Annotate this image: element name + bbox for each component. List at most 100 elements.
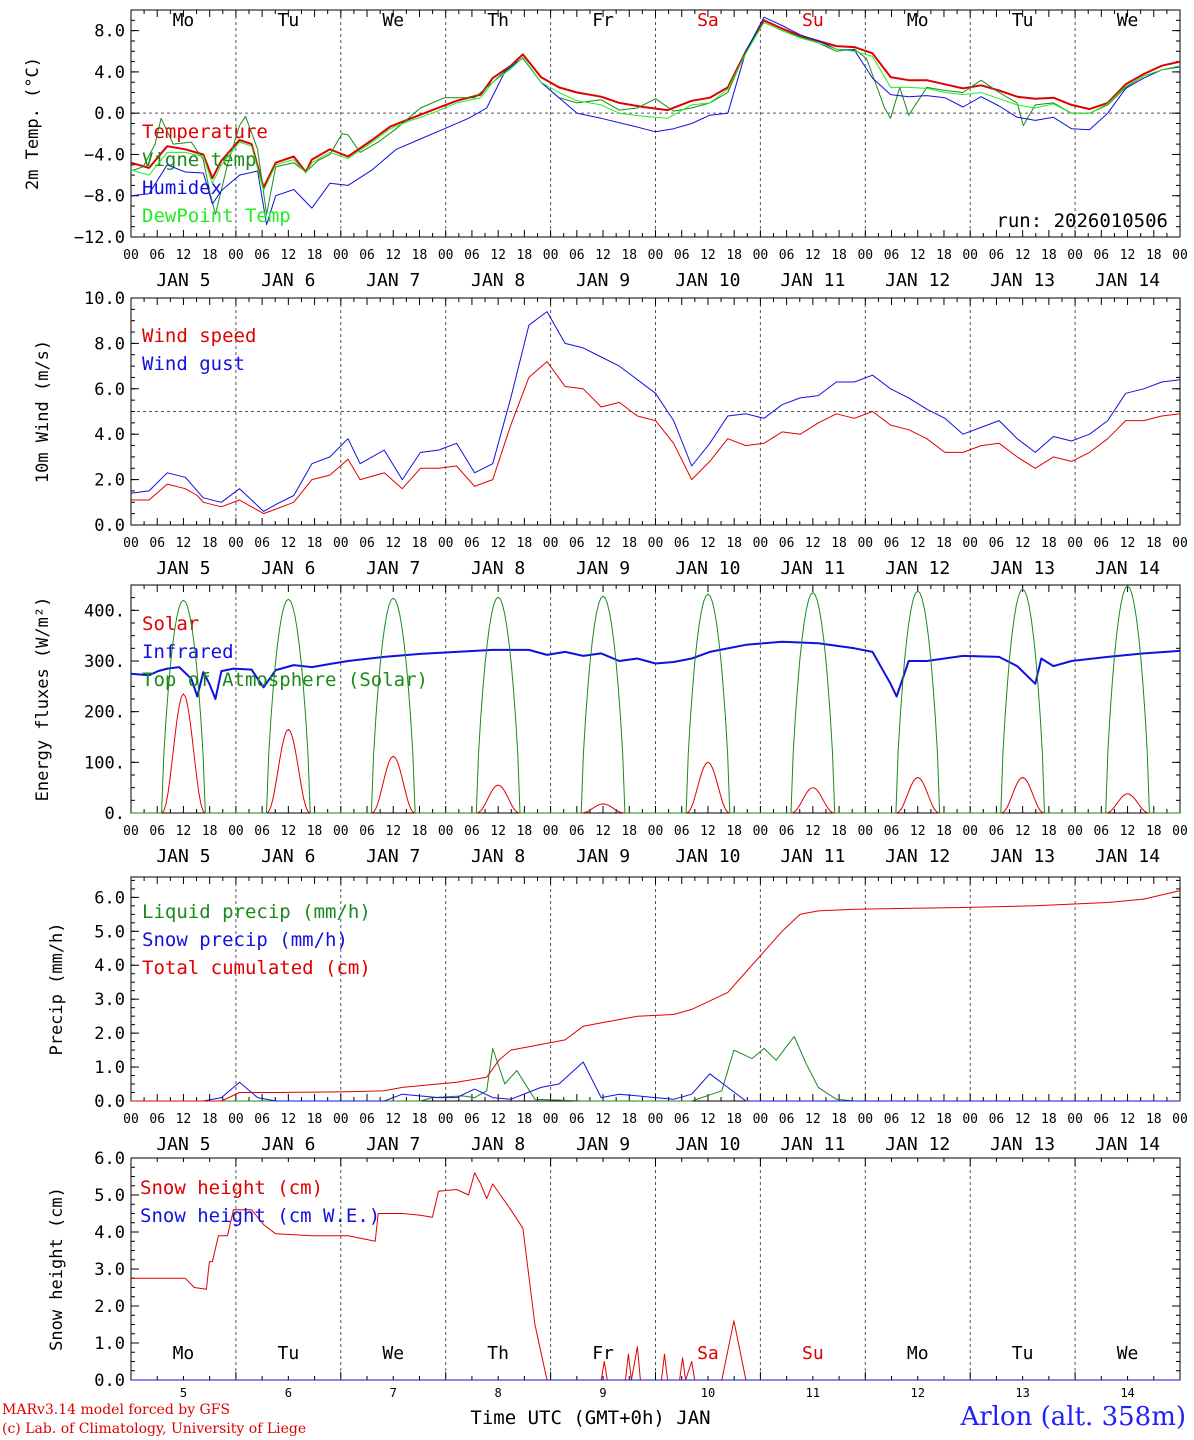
x-date-label: JAN 10 — [675, 270, 740, 291]
series-line-wind-gust — [130, 311, 1181, 512]
x-hour-label: 06 — [989, 1112, 1005, 1127]
day-of-week-label: Tu — [278, 10, 300, 31]
y-tick-label: 6.0 — [94, 380, 125, 400]
x-hour-label: 12 — [176, 824, 192, 839]
day-of-week-label: We — [382, 10, 404, 31]
x-date-label: JAN 6 — [261, 846, 315, 867]
x-hour-label: 18 — [1041, 536, 1057, 551]
y-tick-label: 0.0 — [94, 1371, 125, 1391]
x-hour-label: 06 — [254, 536, 270, 551]
y-tick-label: 2.0 — [94, 1297, 125, 1317]
x-hour-label: 12 — [176, 1112, 192, 1127]
x-hour-label: 00 — [648, 824, 664, 839]
x-hour-label: 06 — [464, 1112, 480, 1127]
x-hour-label: 18 — [726, 536, 742, 551]
x-hour-label: 18 — [621, 824, 637, 839]
x-hour-label: 18 — [831, 824, 847, 839]
x-date-label: JAN 11 — [780, 270, 845, 291]
x-hour-label: 18 — [1146, 1112, 1162, 1127]
day-of-week-label: Tu — [1012, 1343, 1034, 1364]
x-hour-label: 12 — [385, 1112, 401, 1127]
y-tick-label: 4.0 — [94, 1223, 125, 1243]
day-of-week-label: Mo — [173, 10, 195, 31]
y-tick-label: 6.0 — [94, 888, 125, 908]
x-hour-label: 18 — [621, 536, 637, 551]
x-hour-label: 12 — [1120, 824, 1136, 839]
y-tick-label: 1.0 — [94, 1058, 125, 1078]
x-hour-label: 18 — [1146, 824, 1162, 839]
x-hour-label: 00 — [962, 824, 978, 839]
day-of-week-label: Sa — [697, 10, 719, 31]
x-hour-label: 00 — [1172, 536, 1188, 551]
x-date-label: JAN 6 — [261, 1134, 315, 1155]
x-hour-label: 12 — [910, 248, 926, 263]
x-hour-label: 00 — [857, 1112, 873, 1127]
x-hour-label: 12 — [805, 1112, 821, 1127]
x-hour-label: 18 — [831, 248, 847, 263]
x-hour-label: 18 — [726, 824, 742, 839]
legend-entry: Total cumulated (cm) — [142, 957, 371, 979]
y-axis-title: Energy fluxes (W/m²) — [33, 597, 53, 802]
x-hour-label: 18 — [1041, 248, 1057, 263]
x-hour-label: 18 — [936, 824, 952, 839]
x-date-label: JAN 8 — [471, 270, 525, 291]
x-hour-label: 06 — [674, 1112, 690, 1127]
x-hour-label: 12 — [805, 248, 821, 263]
x-hour-label: 00 — [648, 248, 664, 263]
y-tick-label: 400. — [84, 601, 125, 621]
y-axis-title: Snow height (cm) — [47, 1187, 67, 1351]
x-hour-label: 06 — [779, 1112, 795, 1127]
x-hour-label: 18 — [517, 824, 533, 839]
x-hour-label: 00 — [123, 1112, 139, 1127]
x-hour-label: 12 — [281, 248, 297, 263]
x-hour-label: 00 — [1172, 824, 1188, 839]
x-hour-label: 12 — [281, 536, 297, 551]
x-hour-label: 06 — [149, 536, 165, 551]
day-of-week-label: Tu — [1012, 10, 1034, 31]
y-tick-label: 4.0 — [94, 425, 125, 445]
x-hour-label: 12 — [176, 536, 192, 551]
x-hour-label: 06 — [1093, 536, 1109, 551]
legend-entry: Wind gust — [142, 353, 245, 375]
y-tick-label: −12.0 — [74, 228, 125, 248]
x-hour-label: 12 — [805, 536, 821, 551]
x-date-label: JAN 10 — [675, 846, 740, 867]
x-hour-label: 06 — [569, 1112, 585, 1127]
x-hour-label: 18 — [1146, 248, 1162, 263]
x-hour-label: 00 — [1172, 1112, 1188, 1127]
x-hour-label: 06 — [359, 824, 375, 839]
y-tick-label: −4.0 — [84, 145, 125, 165]
x-hour-label: 00 — [543, 824, 559, 839]
day-of-week-label: Fr — [592, 1343, 614, 1364]
x-hour-label: 00 — [333, 1112, 349, 1127]
y-axis-title: 2m Temp. (°C) — [23, 57, 43, 190]
y-axis-title: Precip (mm/h) — [47, 922, 67, 1055]
day-of-week-label: Fr — [592, 10, 614, 31]
x-hour-label: 18 — [1146, 536, 1162, 551]
x-hour-label: 06 — [569, 824, 585, 839]
x-hour-label: 12 — [490, 248, 506, 263]
legend-entry: Liquid precip (mm/h) — [142, 901, 371, 923]
x-hour-label: 00 — [753, 1112, 769, 1127]
x-day-number: 13 — [1015, 1386, 1029, 1400]
x-hour-label: 18 — [307, 1112, 323, 1127]
day-of-week-label: We — [382, 1343, 404, 1364]
series-line-dewpoint-temp — [130, 21, 1181, 192]
x-hour-label: 06 — [149, 824, 165, 839]
x-hour-label: 06 — [674, 248, 690, 263]
x-date-label: JAN 14 — [1095, 270, 1160, 291]
series-line-wind-speed — [131, 361, 1181, 515]
footer-model-text: MARv3.14 model forced by GFS — [2, 1402, 231, 1418]
y-tick-label: 200. — [84, 703, 125, 723]
x-hour-label: 00 — [333, 824, 349, 839]
x-hour-label: 12 — [700, 1112, 716, 1127]
x-hour-label: 12 — [176, 248, 192, 263]
x-date-label: JAN 13 — [990, 1134, 1055, 1155]
x-date-label: JAN 7 — [366, 558, 420, 579]
legend-entry: Snow precip (mm/h) — [142, 929, 348, 951]
x-date-label: JAN 11 — [780, 846, 845, 867]
x-date-label: JAN 11 — [780, 558, 845, 579]
y-tick-label: −8.0 — [84, 187, 125, 207]
x-hour-label: 18 — [1041, 1112, 1057, 1127]
legend-entry: Solar — [142, 613, 199, 635]
